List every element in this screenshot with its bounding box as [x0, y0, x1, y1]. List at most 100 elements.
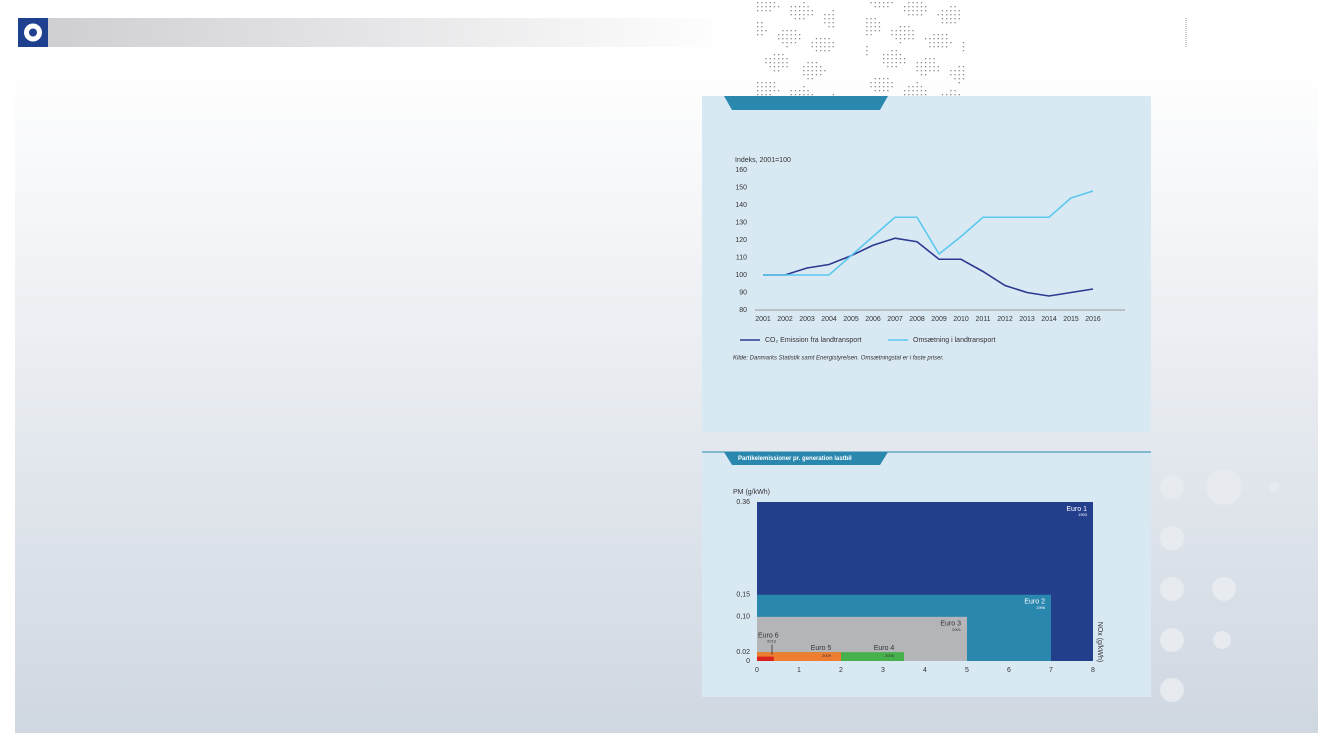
map-dot: [799, 34, 801, 36]
map-dot: [904, 38, 906, 40]
map-dot: [782, 42, 784, 44]
map-dot: [794, 34, 797, 36]
map-dot: [887, 58, 889, 60]
map-dot: [958, 78, 960, 80]
map-dot: [811, 62, 813, 64]
map-dot: [899, 54, 902, 56]
map-dot: [899, 42, 902, 44]
map-dot: [895, 30, 897, 32]
map-dot: [874, 78, 876, 80]
map-dot: [794, 18, 797, 20]
map-dot: [920, 74, 923, 76]
map-dot: [883, 58, 885, 60]
map-dot: [925, 58, 927, 60]
y-tick-label: 150: [735, 184, 747, 191]
map-dot: [925, 62, 927, 64]
map-dot: [941, 18, 944, 20]
map-dot: [811, 66, 813, 68]
map-dot: [933, 46, 935, 48]
map-dot: [895, 38, 897, 40]
map-dot: [820, 66, 822, 68]
map-dot: [870, 30, 872, 32]
map-dot: [874, 6, 876, 8]
map-dot: [769, 90, 771, 92]
map-dot: [815, 70, 818, 72]
map-dot: [887, 6, 889, 8]
map-dot: [790, 6, 792, 8]
map-dot: [803, 10, 805, 12]
bar: [757, 656, 774, 661]
map-dot: [883, 54, 885, 56]
map-dot: [799, 10, 801, 12]
map-dot: [786, 42, 788, 44]
map-dot: [908, 14, 910, 16]
map-dot: [807, 78, 809, 80]
map-dot: [925, 38, 927, 40]
map-dot: [824, 18, 826, 20]
logo-mark: [29, 28, 37, 37]
map-dot: [815, 38, 818, 40]
map-dot: [958, 18, 960, 20]
x-tick-label: 2012: [997, 316, 1013, 323]
map-dot: [912, 10, 914, 12]
map-dot: [828, 38, 830, 40]
map-dot: [878, 78, 881, 80]
map-dot: [786, 38, 788, 40]
header-bar: [48, 18, 735, 47]
map-dot: [912, 30, 914, 32]
map-dot: [874, 30, 876, 32]
map-dot: [962, 78, 965, 80]
bar-label: Euro 6: [758, 632, 779, 639]
map-dot: [891, 54, 893, 56]
map-dot: [786, 62, 788, 64]
x-tick-label: 2006: [865, 316, 881, 323]
map-dot: [950, 74, 952, 76]
map-dot: [790, 30, 792, 32]
map-dot: [778, 54, 780, 56]
map-dot: [904, 30, 906, 32]
map-dot: [824, 14, 826, 16]
bar-year: 1996: [1036, 605, 1046, 610]
map-dot: [820, 74, 822, 76]
x-tick-label: 2004: [821, 316, 837, 323]
map-dot: [908, 34, 910, 36]
map-dot: [937, 34, 939, 36]
x-tick-label: 6: [1007, 667, 1011, 674]
map-dot: [895, 66, 897, 68]
map-dot: [874, 90, 876, 92]
map-dot: [933, 38, 935, 40]
y-tick-label: 0,10: [736, 614, 750, 621]
map-dot: [874, 18, 876, 20]
map-dot: [962, 50, 965, 52]
map-dot: [782, 38, 784, 40]
map-dot: [920, 10, 923, 12]
map-dot: [803, 2, 805, 4]
map-dot: [773, 66, 776, 68]
map-dot: [803, 14, 805, 16]
bar-label: Euro 2: [1024, 599, 1045, 606]
map-dot: [757, 6, 759, 8]
map-dot: [824, 46, 826, 48]
map-dot: [803, 70, 805, 72]
map-dot: [895, 54, 897, 56]
map-dot: [878, 2, 881, 4]
map-dot: [866, 22, 868, 24]
panel-tab: [724, 96, 888, 110]
map-dot: [807, 62, 809, 64]
map-dot: [757, 94, 759, 96]
map-dot: [954, 22, 956, 24]
map-dot: [954, 14, 956, 16]
map-dot: [904, 94, 906, 96]
map-dot: [799, 94, 801, 96]
map-dot: [916, 90, 918, 92]
map-dot: [757, 2, 759, 4]
map-dot: [799, 38, 801, 40]
map-dot: [815, 46, 818, 48]
map-dot: [929, 58, 931, 60]
map-dot: [778, 38, 780, 40]
map-dot: [757, 82, 759, 84]
map-dot: [799, 6, 801, 8]
map-dot: [920, 90, 923, 92]
y-tick-label: 100: [735, 272, 747, 279]
map-dot: [794, 94, 797, 96]
